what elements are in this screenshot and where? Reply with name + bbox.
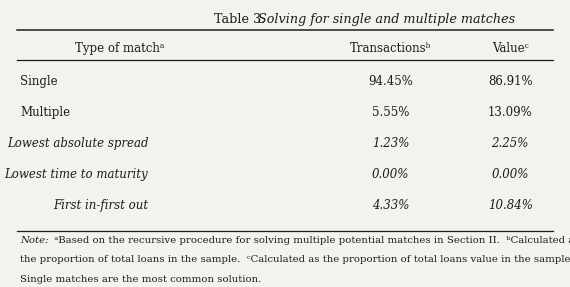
Text: Note:: Note:: [20, 236, 48, 245]
Text: Lowest absolute spread: Lowest absolute spread: [7, 137, 148, 150]
Text: 0.00%: 0.00%: [372, 168, 409, 181]
Text: Single matches are the most common solution.: Single matches are the most common solut…: [20, 275, 261, 284]
Text: First in-first out: First in-first out: [53, 199, 148, 212]
Text: 1.23%: 1.23%: [372, 137, 409, 150]
Text: the proportion of total loans in the sample.  ᶜCalculated as the proportion of t: the proportion of total loans in the sam…: [20, 255, 570, 264]
Text: 4.33%: 4.33%: [372, 199, 409, 212]
Text: Multiple: Multiple: [20, 106, 70, 119]
Text: 2.25%: 2.25%: [491, 137, 529, 150]
Text: 13.09%: 13.09%: [488, 106, 532, 119]
Text: 0.00%: 0.00%: [491, 168, 529, 181]
Text: 94.45%: 94.45%: [368, 75, 413, 88]
Text: ᵃBased on the recursive procedure for solving multiple potential matches in Sect: ᵃBased on the recursive procedure for so…: [51, 236, 570, 245]
Text: Single: Single: [20, 75, 58, 88]
Text: Solving for single and multiple matches: Solving for single and multiple matches: [258, 13, 515, 26]
Text: 86.91%: 86.91%: [488, 75, 532, 88]
Text: Table 3.: Table 3.: [214, 13, 265, 26]
Text: 10.84%: 10.84%: [488, 199, 532, 212]
Text: Valueᶜ: Valueᶜ: [492, 42, 528, 55]
Text: Lowest time to maturity: Lowest time to maturity: [5, 168, 148, 181]
Text: Transactionsᵇ: Transactionsᵇ: [350, 42, 431, 55]
Text: Type of matchᵃ: Type of matchᵃ: [75, 42, 164, 55]
Text: 5.55%: 5.55%: [372, 106, 409, 119]
